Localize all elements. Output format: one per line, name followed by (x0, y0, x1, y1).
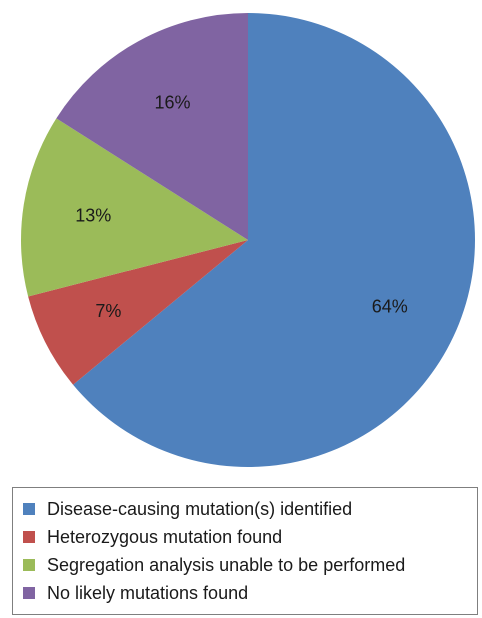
legend-item-disease-causing: Disease-causing mutation(s) identified (23, 496, 352, 522)
legend-swatch (23, 531, 35, 543)
slice-value-label: 64% (372, 297, 408, 317)
legend-label: Heterozygous mutation found (47, 526, 283, 547)
legend-label: No likely mutations found (47, 582, 249, 603)
legend-label: Segregation analysis unable to be perfor… (47, 554, 406, 575)
slice-segregation (21, 118, 248, 297)
slice-value-label: 16% (155, 93, 191, 113)
legend-swatch (23, 503, 35, 515)
legend-item-no-mutations: No likely mutations found (23, 580, 248, 606)
legend-label: Disease-causing mutation(s) identified (47, 498, 353, 519)
slice-disease-causing (73, 13, 476, 467)
legend-item-segregation: Segregation analysis unable to be perfor… (23, 552, 405, 578)
legend-swatch (23, 559, 35, 571)
slice-no-mutations (56, 13, 249, 240)
slice-value-label: 13% (75, 205, 111, 225)
legend-swatch (23, 587, 35, 599)
legend-item-heterozygous: Heterozygous mutation found (23, 524, 282, 550)
pie-chart: 64% 7% 13% 16% (21, 13, 476, 467)
slice-heterozygous (28, 240, 248, 385)
chart-legend: Disease-causing mutation(s) identified H… (12, 487, 478, 615)
slice-value-label: 7% (95, 301, 121, 321)
